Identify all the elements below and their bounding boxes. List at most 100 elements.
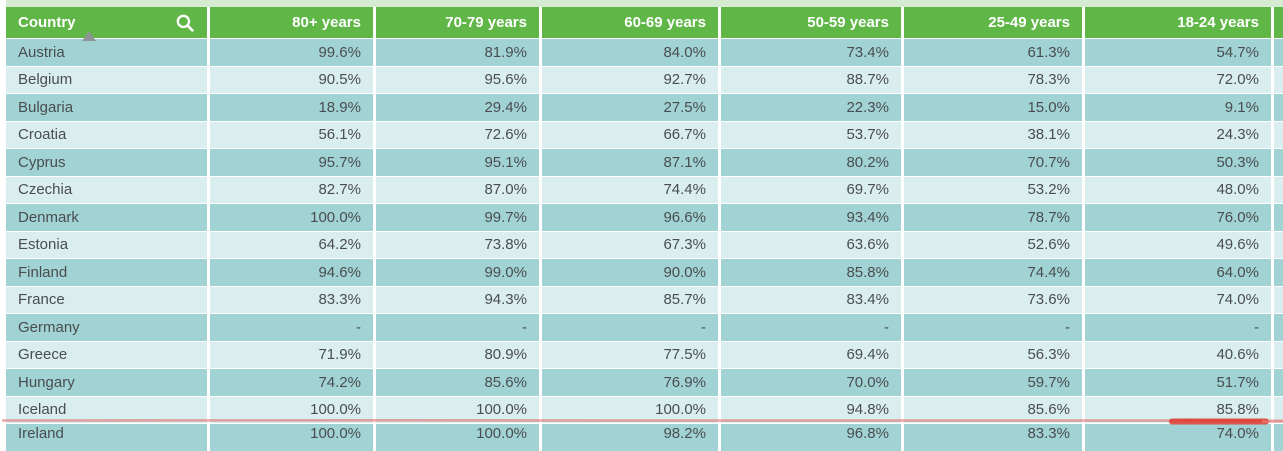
value-cell-label: 72.0% xyxy=(1216,71,1259,89)
value-cell: - xyxy=(721,314,901,341)
country-cell-label: Bulgaria xyxy=(18,98,74,116)
sort-ascending-icon xyxy=(82,31,96,41)
value-cell-label: 95.1% xyxy=(484,153,527,171)
value-cell: 85.8% xyxy=(721,259,901,286)
value-cell: 96.6% xyxy=(542,204,718,231)
value-cell: - xyxy=(376,314,539,341)
value-cell: 82.7% xyxy=(210,176,373,203)
column-header-age-group[interactable]: 60-69 years xyxy=(542,7,718,38)
value-cell-label: 82.7% xyxy=(318,181,361,199)
clipped-column-cell xyxy=(1274,149,1283,176)
value-cell: 95.1% xyxy=(376,149,539,176)
value-cell: 95.7% xyxy=(210,149,373,176)
clipped-column-cell xyxy=(1274,66,1283,93)
clipped-column-cell xyxy=(1274,286,1283,313)
column-header-age-group[interactable]: 50-59 years xyxy=(721,7,901,38)
value-cell-label: 85.6% xyxy=(484,373,527,391)
value-cell-label: 84.0% xyxy=(663,43,706,61)
value-cell: 90.0% xyxy=(542,259,718,286)
country-cell: Austria xyxy=(6,39,207,66)
value-cell-label: 66.7% xyxy=(663,126,706,144)
value-cell-label: 24.3% xyxy=(1216,126,1259,144)
value-cell-label: 50.3% xyxy=(1216,153,1259,171)
value-cell-label: 74.0% xyxy=(1216,425,1259,442)
country-cell-label: France xyxy=(18,291,65,309)
column-header-country[interactable]: Country xyxy=(6,7,207,38)
value-cell-label: 87.1% xyxy=(663,153,706,171)
value-cell: 81.9% xyxy=(376,39,539,66)
value-cell: 100.0% xyxy=(210,204,373,231)
value-cell-label: 90.0% xyxy=(663,263,706,281)
value-cell: 66.7% xyxy=(542,121,718,148)
column-header-age-group[interactable]: 18-24 years xyxy=(1085,7,1271,38)
value-cell-label: 59.7% xyxy=(1027,373,1070,391)
country-cell: Denmark xyxy=(6,204,207,231)
value-cell: 100.0% xyxy=(376,424,539,451)
value-cell-label: 100.0% xyxy=(310,208,361,226)
clipped-column-cell xyxy=(1274,121,1283,148)
value-cell: 73.6% xyxy=(904,286,1082,313)
value-cell: 85.6% xyxy=(904,396,1082,423)
value-cell-label: 99.0% xyxy=(484,263,527,281)
value-cell: 87.1% xyxy=(542,149,718,176)
column-header-age-group[interactable]: 70-79 years xyxy=(376,7,539,38)
value-cell-label: 100.0% xyxy=(310,401,361,419)
vaccination-uptake-table: Country 80+ years 70-79 years 60-69 years 50… xyxy=(6,7,1283,451)
value-cell: 98.2% xyxy=(542,424,718,451)
value-cell: 74.0% xyxy=(1085,424,1271,451)
column-header-age-group-label: 18-24 years xyxy=(1177,14,1259,31)
value-cell: 76.0% xyxy=(1085,204,1271,231)
value-cell: 48.0% xyxy=(1085,176,1271,203)
value-cell-label: 64.0% xyxy=(1216,263,1259,281)
value-cell-label: 85.6% xyxy=(1027,401,1070,419)
value-cell: 92.7% xyxy=(542,66,718,93)
column-header-age-group[interactable]: 25-49 years xyxy=(904,7,1082,38)
country-cell: Ireland xyxy=(6,424,207,451)
value-cell: 95.6% xyxy=(376,66,539,93)
country-cell: France xyxy=(6,286,207,313)
value-cell: 83.3% xyxy=(210,286,373,313)
country-cell: Estonia xyxy=(6,231,207,258)
column-header-country-label: Country xyxy=(18,14,76,31)
value-cell-label: 85.7% xyxy=(663,291,706,309)
clipped-column-cell xyxy=(1274,176,1283,203)
value-cell: 64.2% xyxy=(210,231,373,258)
value-cell: 100.0% xyxy=(376,396,539,423)
clipped-column-cell xyxy=(1274,369,1283,396)
country-cell-label: Finland xyxy=(18,263,68,281)
value-cell-label: 38.1% xyxy=(1027,126,1070,144)
value-cell: 50.3% xyxy=(1085,149,1271,176)
value-cell-label: 78.3% xyxy=(1027,71,1070,89)
value-cell: 80.2% xyxy=(721,149,901,176)
country-cell-label: Iceland xyxy=(18,401,67,419)
country-cell-label: Belgium xyxy=(18,71,73,89)
value-cell: 74.2% xyxy=(210,369,373,396)
clipped-column-cell xyxy=(1274,231,1283,258)
value-cell-label: 83.3% xyxy=(1027,425,1070,442)
value-cell-label: 85.8% xyxy=(846,263,889,281)
value-cell: 51.7% xyxy=(1085,369,1271,396)
value-cell-label: 100.0% xyxy=(310,425,361,442)
value-cell-label: 69.7% xyxy=(846,181,889,199)
value-cell: 83.3% xyxy=(904,424,1082,451)
value-cell-label: 85.8% xyxy=(1216,401,1259,419)
value-cell-label: 74.4% xyxy=(1027,263,1070,281)
country-cell: Bulgaria xyxy=(6,94,207,121)
value-cell: 94.3% xyxy=(376,286,539,313)
value-cell-label: 67.3% xyxy=(663,236,706,254)
clipped-column-cell xyxy=(1274,341,1283,368)
value-cell: 59.7% xyxy=(904,369,1082,396)
country-cell: Iceland xyxy=(6,396,207,423)
value-cell-label: 96.6% xyxy=(663,208,706,226)
value-cell: - xyxy=(210,314,373,341)
value-cell-label: 94.8% xyxy=(846,401,889,419)
value-cell-label: 94.6% xyxy=(318,263,361,281)
value-cell: 100.0% xyxy=(210,396,373,423)
value-cell-label: 92.7% xyxy=(663,71,706,89)
value-cell: 77.5% xyxy=(542,341,718,368)
column-header-age-group[interactable]: 80+ years xyxy=(210,7,373,38)
value-cell: 73.4% xyxy=(721,39,901,66)
search-icon[interactable] xyxy=(175,13,195,33)
value-cell: - xyxy=(904,314,1082,341)
value-cell-label: 98.2% xyxy=(663,425,706,442)
